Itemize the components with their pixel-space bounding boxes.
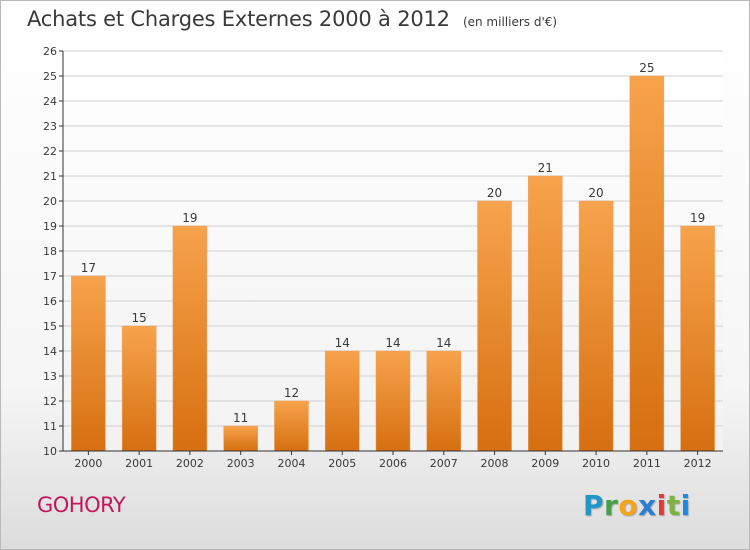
x-tick-label-2009: 2009 — [531, 457, 559, 470]
data-label-2011: 25 — [639, 61, 654, 75]
proxiti-logo: Proxiti — [583, 489, 691, 522]
x-tick-label-2011: 2011 — [633, 457, 661, 470]
logo-letter: o — [618, 489, 639, 522]
bar-2004 — [274, 400, 309, 452]
data-label-2005: 14 — [335, 336, 350, 350]
bar-2009 — [528, 175, 563, 452]
y-tick-label: 26 — [43, 45, 57, 58]
y-tick-label: 23 — [43, 120, 57, 133]
axes — [59, 50, 723, 455]
y-tick-label: 14 — [43, 345, 57, 358]
title-row: Achats et Charges Externes 2000 à 2012 (… — [27, 7, 557, 31]
y-tick-label: 11 — [43, 420, 57, 433]
x-tick-label-2005: 2005 — [328, 457, 356, 470]
logo-letter: i — [656, 489, 667, 522]
y-tick-label: 18 — [43, 245, 57, 258]
bar-2006 — [375, 350, 411, 452]
data-label-2003: 11 — [233, 411, 248, 425]
x-tick-label-2000: 2000 — [74, 457, 102, 470]
x-tick-label-2008: 2008 — [481, 457, 509, 470]
x-tick-label-2012: 2012 — [684, 457, 712, 470]
data-label-2002: 19 — [182, 211, 197, 225]
data-label-2001: 15 — [132, 311, 147, 325]
logo-letter: t — [666, 489, 681, 522]
data-label-2012: 19 — [690, 211, 705, 225]
x-tick-label-2003: 2003 — [227, 457, 255, 470]
logo-letter: P — [583, 489, 605, 522]
commune-name: GOHORY — [37, 493, 126, 517]
y-tick-label: 19 — [43, 220, 57, 233]
data-label-2007: 14 — [436, 336, 451, 350]
logo-letter: x — [638, 489, 657, 522]
bar-2010 — [578, 200, 614, 452]
y-tick-label: 22 — [43, 145, 57, 158]
bar-2008 — [477, 200, 512, 452]
bar-2005 — [324, 350, 360, 452]
y-tick-label: 15 — [43, 320, 57, 333]
x-tick-label-2010: 2010 — [582, 457, 610, 470]
chart-title: Achats et Charges Externes 2000 à 2012 — [27, 7, 450, 31]
y-tick-label: 21 — [43, 170, 57, 183]
bar-2011 — [629, 75, 665, 452]
x-tick-label-2002: 2002 — [176, 457, 204, 470]
y-tick-label: 12 — [43, 395, 57, 408]
y-tick-label: 24 — [43, 95, 57, 108]
y-tick-label: 10 — [43, 445, 57, 458]
bar-2000 — [71, 275, 106, 452]
labels: 10 11 12 13 14 15 16 17 18 19 20 21 22 23 24 25 26 17 2000… — [43, 45, 712, 470]
bar-2007 — [426, 350, 462, 452]
x-tick-label-2004: 2004 — [277, 457, 305, 470]
bar-2003 — [223, 425, 258, 452]
data-label-2009: 21 — [538, 161, 553, 175]
chart-subtitle: (en milliers d'€) — [462, 15, 558, 29]
y-tick-label: 17 — [43, 270, 57, 283]
logo-letter: i — [680, 489, 691, 522]
x-tick-label-2007: 2007 — [430, 457, 458, 470]
bars — [71, 75, 715, 452]
y-tick-label: 13 — [43, 370, 57, 383]
logo-letter: r — [604, 489, 619, 522]
bar-2001 — [121, 325, 157, 452]
data-label-2006: 14 — [385, 336, 400, 350]
data-label-2008: 20 — [487, 186, 502, 200]
data-label-2004: 12 — [284, 386, 299, 400]
data-label-2000: 17 — [81, 261, 96, 275]
bar-2002 — [172, 225, 208, 452]
data-label-2010: 20 — [588, 186, 603, 200]
y-tick-label: 20 — [43, 195, 57, 208]
y-tick-label: 16 — [43, 295, 57, 308]
x-tick-label-2006: 2006 — [379, 457, 407, 470]
bar-2012 — [680, 225, 715, 452]
x-tick-label-2001: 2001 — [125, 457, 153, 470]
y-tick-label: 25 — [43, 70, 57, 83]
